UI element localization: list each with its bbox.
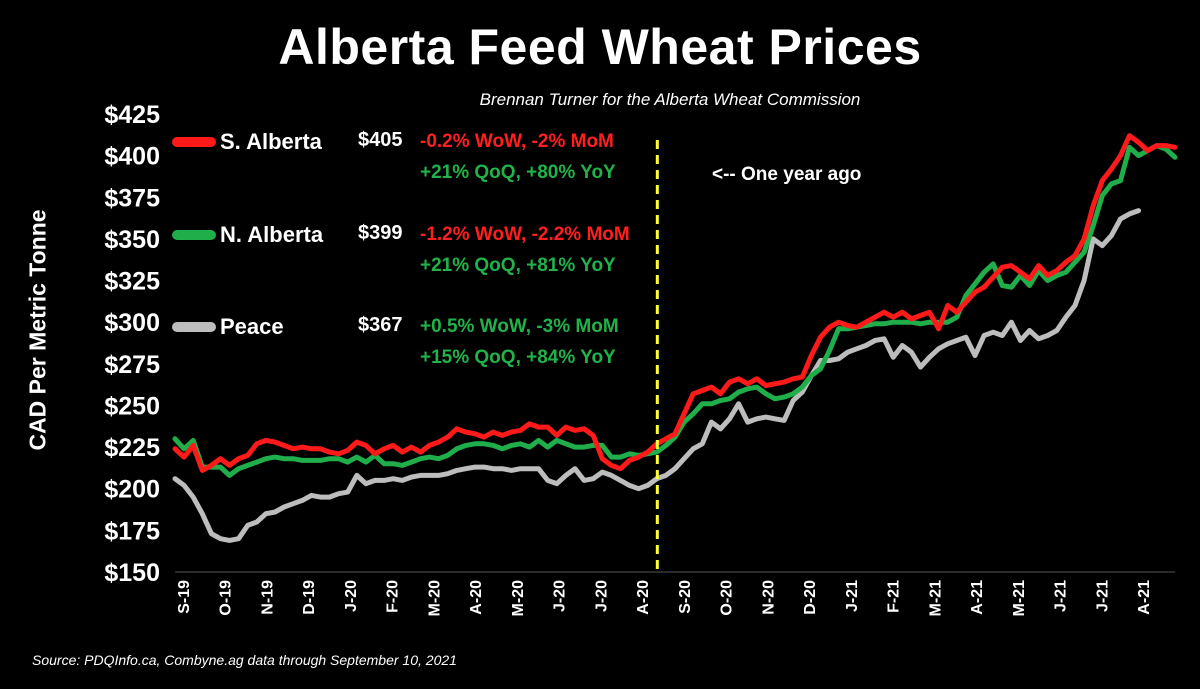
x-tick-label: N-20 <box>760 580 777 615</box>
x-tick-label: F-21 <box>886 580 903 613</box>
legend-change-long-s-alberta: +21% QoQ, +80% YoY <box>420 162 616 183</box>
x-tick-label: S-19 <box>176 580 193 614</box>
x-tick-label: J-21 <box>1094 580 1111 612</box>
x-tick-label: J-20 <box>552 580 569 612</box>
legend-name-s-alberta: S. Alberta <box>220 129 322 154</box>
x-tick-label: A-20 <box>635 580 652 615</box>
x-tick-label: D-20 <box>802 580 819 615</box>
y-tick-label: $375 <box>104 184 160 212</box>
x-tick-label: N-19 <box>259 580 276 615</box>
legend-change-short-s-alberta: -0.2% WoW, -2% MoM <box>420 131 614 152</box>
series-lines <box>172 133 1178 543</box>
x-tick-label: J-21 <box>1053 580 1070 612</box>
y-tick-label: $275 <box>104 351 160 379</box>
y-tick-label: $325 <box>104 268 160 296</box>
y-tick-labels: $425 $400 $375 $350 $325 $300 $275 $250 $225 $200… <box>104 101 160 587</box>
legend-change-short-n-alberta: -1.2% WoW, -2.2% MoM <box>420 224 630 245</box>
legend-price-s-alberta: $405 <box>358 129 403 151</box>
y-tick-label: $350 <box>104 226 160 254</box>
one-year-ago-label: <-- One year ago <box>712 164 862 185</box>
source-note: Source: PDQInfo.ca, Combyne.ag data thro… <box>32 652 457 668</box>
x-tick-labels: S-19 O-19 N-19 D-19 J-20 F-20 M-20 A-20 M-20 J-20… <box>176 580 1153 617</box>
x-tick-label: J-21 <box>844 580 861 612</box>
legend-swatch-peace <box>172 322 216 332</box>
x-tick-label: J-20 <box>593 580 610 612</box>
x-tick-label: A-21 <box>1136 580 1153 615</box>
legend-change-long-n-alberta: +21% QoQ, +81% YoY <box>420 255 616 276</box>
y-tick-label: $400 <box>104 143 160 171</box>
series-line-n-alberta <box>172 143 1178 478</box>
y-tick-label: $150 <box>104 559 160 587</box>
x-tick-label: S-20 <box>677 580 694 614</box>
y-tick-label: $175 <box>104 517 160 545</box>
legend-price-peace: $367 <box>358 314 403 336</box>
series-line-s-alberta <box>172 133 1178 473</box>
legend-name-n-alberta: N. Alberta <box>220 222 324 247</box>
x-tick-label: D-19 <box>301 580 318 615</box>
y-tick-label: $200 <box>104 476 160 504</box>
y-tick-label: $250 <box>104 392 160 420</box>
x-tick-label: A-21 <box>969 580 986 615</box>
x-tick-label: M-20 <box>426 580 443 617</box>
y-tick-label: $225 <box>104 434 160 462</box>
legend-swatch-s-alberta <box>172 137 216 147</box>
legend-change-long-peace: +15% QoQ, +84% YoY <box>420 347 616 368</box>
x-tick-label: M-21 <box>1011 580 1028 617</box>
y-tick-label: $425 <box>104 101 160 129</box>
y-tick-label: $300 <box>104 309 160 337</box>
x-tick-label: M-21 <box>927 580 944 617</box>
x-tick-label: O-19 <box>218 580 235 616</box>
chart-title: Alberta Feed Wheat Prices <box>278 19 922 75</box>
chart-subtitle: Brennan Turner for the Alberta Wheat Com… <box>479 90 861 109</box>
legend-name-peace: Peace <box>220 314 284 339</box>
legend-swatch-n-alberta <box>172 230 216 240</box>
x-tick-label: M-20 <box>510 580 527 617</box>
x-tick-label: A-20 <box>468 580 485 615</box>
legend-price-n-alberta: $399 <box>358 222 403 244</box>
x-tick-label: J-20 <box>343 580 360 612</box>
legend-change-short-peace: +0.5% WoW, -3% MoM <box>420 316 619 337</box>
x-tick-label: O-20 <box>719 580 736 616</box>
x-tick-label: F-20 <box>385 580 402 613</box>
